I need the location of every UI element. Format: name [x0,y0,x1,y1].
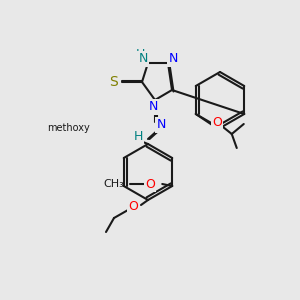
Text: N: N [168,52,178,65]
Text: H: H [135,49,145,62]
Text: O: O [212,116,222,130]
Text: methoxy: methoxy [46,123,89,133]
Text: H: H [133,130,143,142]
Text: O: O [145,178,155,190]
Text: S: S [110,75,118,89]
Text: N: N [156,118,166,131]
Text: N: N [138,52,148,65]
Text: N: N [148,100,158,113]
Text: O: O [128,200,138,214]
Text: CH₃: CH₃ [103,179,124,189]
